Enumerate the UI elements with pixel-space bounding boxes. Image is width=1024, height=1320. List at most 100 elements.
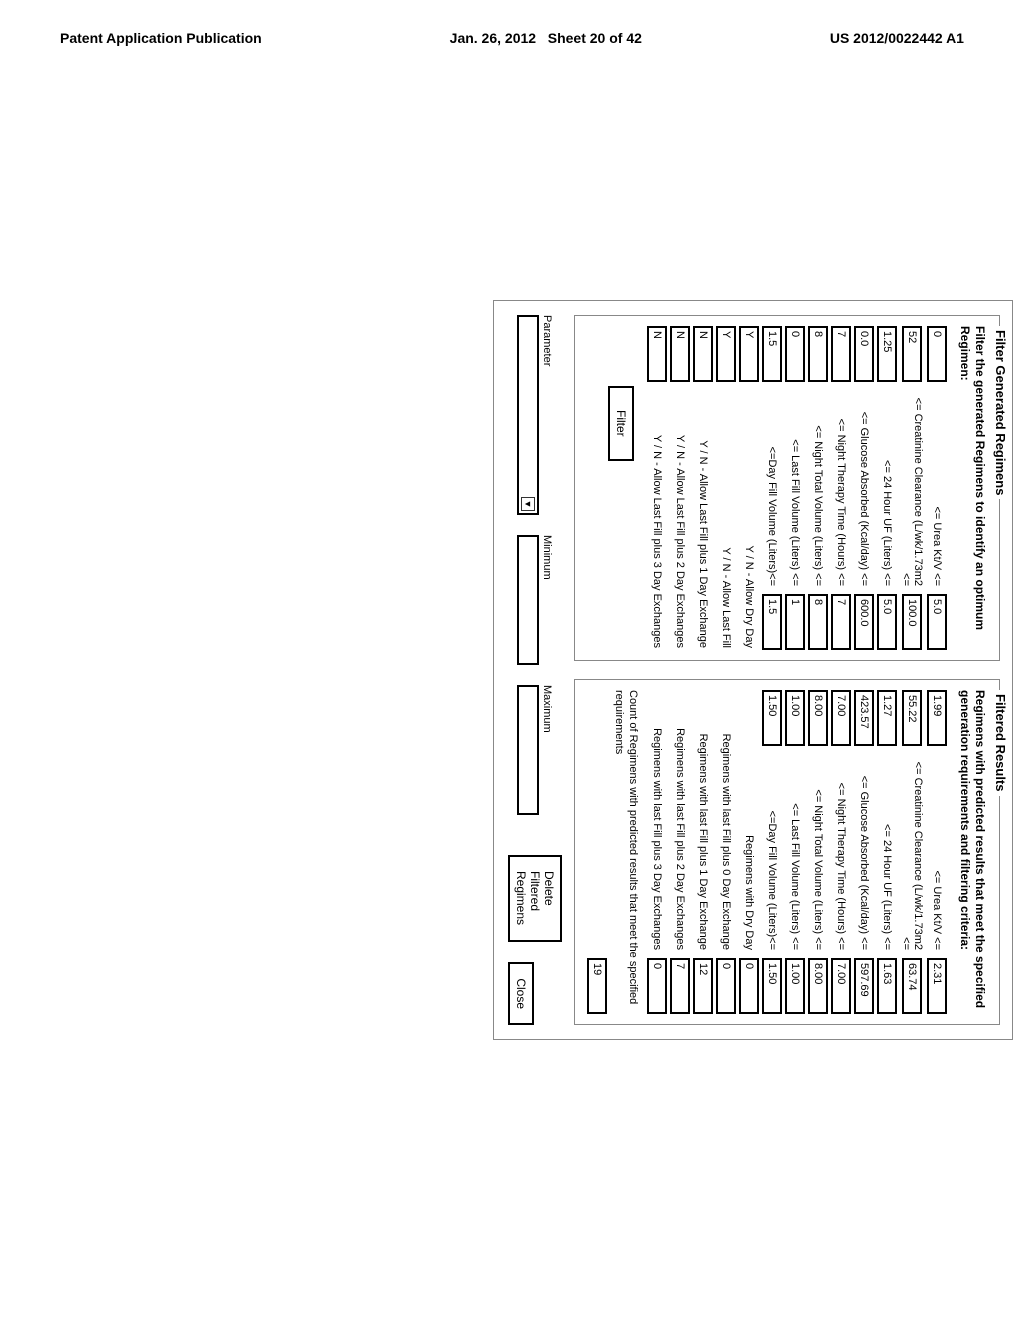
result-count-value: 0 [647, 958, 667, 1014]
result-count-value: 0 [739, 958, 759, 1014]
parameter-label: Parameter [542, 315, 554, 515]
filter-row-label: Y / N - Allow Last Fill plus 3 Day Excha… [651, 388, 663, 650]
result-count-label: Regimens with last Fill plus 0 Day Excha… [720, 690, 732, 952]
filter-row: 1.5 <=Day Fill Volume (Liters)<= 1.5 [762, 326, 782, 650]
main-panel: Filter Generated Regimens Filter the gen… [494, 300, 1014, 1040]
right-desc: Regimens with predicted results that mee… [957, 690, 987, 1014]
result-row-label: <=Day Fill Volume (Liters)<= [766, 752, 778, 952]
filter-min-input[interactable]: N [670, 326, 690, 382]
filter-max-input[interactable]: 7 [831, 594, 851, 650]
filter-min-input[interactable]: 0 [785, 326, 805, 382]
result-row-label: <= Night Therapy Time (Hours) <= [835, 752, 847, 952]
result-row-label: <= Last Fill Volume (Liters) <= [789, 752, 801, 952]
close-button[interactable]: Close [509, 962, 535, 1025]
filter-row: N Y / N - Allow Last Fill plus 2 Day Exch… [670, 326, 690, 650]
filter-max-input[interactable]: 5.0 [927, 594, 947, 650]
result-max-value: 7.00 [831, 958, 851, 1014]
filter-row-label: <= Urea Kt/V <= [931, 388, 943, 588]
result-row: 7.00 <= Night Therapy Time (Hours) <= 7.00 [831, 690, 851, 1014]
result-min-value: 55.22 [902, 690, 922, 746]
figure-label: FIG. 9C [1019, 300, 1024, 1040]
filtered-results-panel: Filtered Results Regimens with predicted… [575, 679, 1001, 1025]
result-count-row: Regimens with last Fill plus 2 Day Excha… [670, 690, 690, 1014]
maximum-input[interactable] [518, 685, 540, 815]
filter-row-label: <=Day Fill Volume (Liters)<= [766, 388, 778, 588]
filter-row-label: <= Night Therapy Time (Hours) <= [835, 388, 847, 588]
filter-button[interactable]: Filter [608, 386, 634, 461]
header-center: Jan. 26, 2012 Sheet 20 of 42 [450, 30, 642, 46]
delete-filtered-regimens-button[interactable]: Delete Filtered Regimens [509, 855, 563, 942]
result-max-value: 2.31 [927, 958, 947, 1014]
parameter-dropdown[interactable]: ▼ [518, 315, 540, 515]
filter-row: 8 <= Night Total Volume (Liters) <= 8 [808, 326, 828, 650]
filter-row: N Y / N - Allow Last Fill plus 3 Day Exch… [647, 326, 667, 650]
filter-min-input[interactable]: 1.25 [877, 326, 897, 382]
filter-max-input[interactable]: 100.0 [902, 594, 922, 650]
result-count-label: Regimens with Dry Day [743, 690, 755, 952]
chevron-down-icon: ▼ [522, 497, 536, 511]
minimum-input[interactable] [518, 535, 540, 665]
result-row-label: <= Urea Kt/V <= [931, 752, 943, 952]
result-row-label: <= 24 Hour UF (Liters) <= [881, 752, 893, 952]
result-min-value: 7.00 [831, 690, 851, 746]
filter-max-input[interactable]: 5.0 [877, 594, 897, 650]
result-min-value: 1.99 [927, 690, 947, 746]
minimum-label: Minimum [542, 535, 554, 665]
result-max-value: 63.74 [902, 958, 922, 1014]
result-count-label: Regimens with last Fill plus 3 Day Excha… [651, 690, 663, 952]
maximum-label: Maximum [542, 685, 554, 815]
result-max-value: 1.50 [762, 958, 782, 1014]
result-max-value: 8.00 [808, 958, 828, 1014]
filter-row: Y Y / N - Allow Dry Day [739, 326, 759, 650]
filter-min-input[interactable]: N [647, 326, 667, 382]
result-count-label: Regimens with last Fill plus 1 Day Excha… [697, 690, 709, 952]
filter-generated-regimens-panel: Filter Generated Regimens Filter the gen… [575, 315, 1001, 661]
result-count-row: Regimens with last Fill plus 3 Day Excha… [647, 690, 667, 1014]
result-row: 55.22<= Creatinine Clearance (L/wk/1.73m… [900, 690, 924, 1014]
result-row-label: <= Glucose Absorbed (Kcal/day) <= [858, 752, 870, 952]
filter-row-label: Y / N - Allow Dry Day [743, 388, 755, 650]
left-legend: Filter Generated Regimens [993, 326, 1008, 499]
filter-row-label: <= Creatinine Clearance (L/wk/1.73m2 <= [900, 388, 924, 588]
filter-min-input[interactable]: Y [739, 326, 759, 382]
summary-value: 19 [588, 958, 608, 1014]
result-max-value: 597.69 [854, 958, 874, 1014]
filter-min-input[interactable]: 8 [808, 326, 828, 382]
filter-max-input[interactable]: 1.5 [762, 594, 782, 650]
result-min-value: 1.00 [785, 690, 805, 746]
filter-row-label: Y / N - Allow Last Fill plus 2 Day Excha… [674, 388, 686, 650]
filter-min-input[interactable]: 1.5 [762, 326, 782, 382]
filter-row-label: Y / N - Allow Last Fill plus 1 Day Excha… [697, 388, 709, 650]
filter-row: 0 <= Urea Kt/V <= 5.0 [927, 326, 947, 650]
filter-min-input[interactable]: N [693, 326, 713, 382]
filter-min-input[interactable]: 0.0 [854, 326, 874, 382]
filter-row: 1.25<= 24 Hour UF (Liters) <=5.0 [877, 326, 897, 650]
filter-max-input[interactable]: 600.0 [854, 594, 874, 650]
result-count-value: 0 [716, 958, 736, 1014]
filter-max-input[interactable]: 8 [808, 594, 828, 650]
filter-min-input[interactable]: 52 [902, 326, 922, 382]
filter-min-input[interactable]: 0 [927, 326, 947, 382]
filter-row-label: <= Glucose Absorbed (Kcal/day) <= [858, 388, 870, 588]
result-row: 8.00<= Night Total Volume (Liters) <=8.0… [808, 690, 828, 1014]
filter-min-input[interactable]: Y [716, 326, 736, 382]
result-min-value: 1.50 [762, 690, 782, 746]
figure: FIG. 9C Filter Generated Regimens Filter… [0, 300, 1024, 1040]
filter-row-label: <= Last Fill Volume (Liters) <= [789, 388, 801, 588]
filter-row: 0 <= Last Fill Volume (Liters) <= 1 [785, 326, 805, 650]
minimum-group: Minimum [518, 535, 554, 665]
result-count-row: Regimens with last Fill plus 1 Day Excha… [693, 690, 713, 1014]
result-min-value: 1.27 [877, 690, 897, 746]
filter-max-input[interactable]: 1 [785, 594, 805, 650]
filter-row-label: Y / N - Allow Last Fill [720, 388, 732, 650]
result-count-value: 12 [693, 958, 713, 1014]
result-count-value: 7 [670, 958, 690, 1014]
result-row: 1.99 <= Urea Kt/V <= 2.31 [927, 690, 947, 1014]
filter-min-input[interactable]: 7 [831, 326, 851, 382]
filter-row-label: <= Night Total Volume (Liters) <= [812, 388, 824, 588]
filter-row: 0.0 <= Glucose Absorbed (Kcal/day) <= 600.… [854, 326, 874, 650]
bottom-bar: Parameter ▼ Minimum Maximum Delete Filte… [509, 315, 563, 1025]
filter-row: 7 <= Night Therapy Time (Hours) <= 7 [831, 326, 851, 650]
result-min-value: 423.57 [854, 690, 874, 746]
result-max-value: 1.63 [877, 958, 897, 1014]
